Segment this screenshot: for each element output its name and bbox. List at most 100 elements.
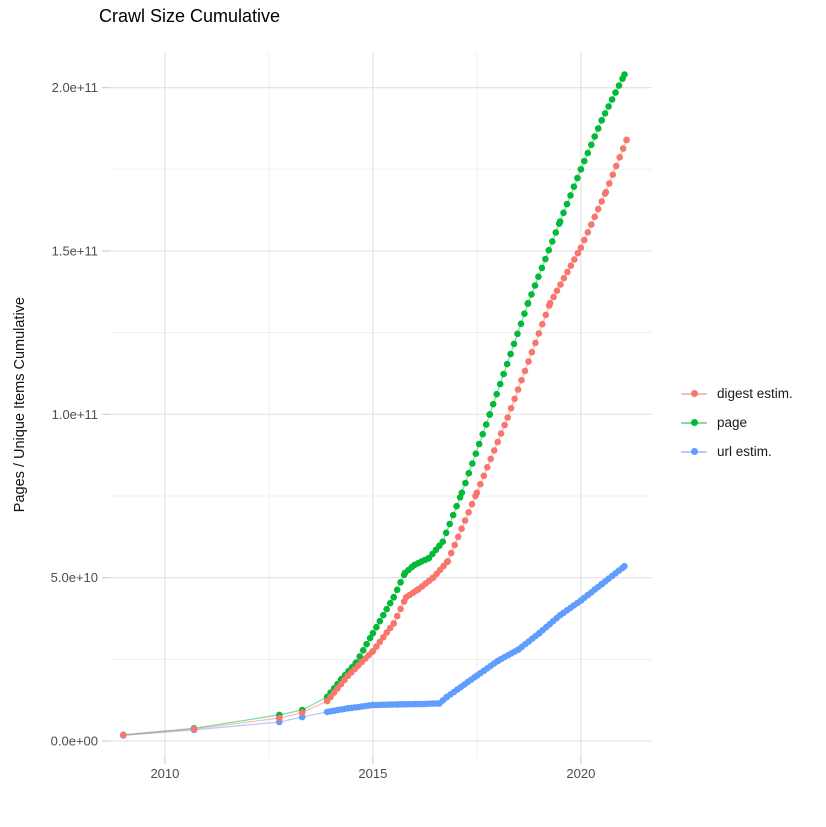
y-tick-label-1.0e+11: 1.0e+11 xyxy=(52,407,98,422)
legend-label: digest estim. xyxy=(717,386,793,401)
data-point xyxy=(545,246,553,254)
data-point xyxy=(458,489,466,497)
data-point xyxy=(447,549,455,557)
data-point xyxy=(490,447,498,454)
data-point xyxy=(465,509,472,516)
data-point xyxy=(581,157,588,165)
data-point xyxy=(564,268,571,276)
x-tick-label-2015: 2015 xyxy=(358,766,387,781)
series-page xyxy=(120,71,628,739)
data-point xyxy=(359,647,367,654)
data-point xyxy=(574,249,582,257)
data-point xyxy=(383,629,391,636)
data-point xyxy=(560,274,568,282)
data-point xyxy=(594,125,602,132)
data-point xyxy=(386,624,394,632)
axis-tick-marks xyxy=(102,87,582,764)
data-point xyxy=(190,725,198,733)
data-point xyxy=(532,339,539,347)
data-point xyxy=(606,180,613,187)
data-point xyxy=(386,599,394,607)
data-point xyxy=(615,82,623,89)
data-point xyxy=(616,154,623,161)
data-point xyxy=(489,400,497,408)
data-point xyxy=(557,281,564,288)
data-point xyxy=(120,731,127,739)
data-point xyxy=(535,273,542,281)
y-tick-label-1.5e+11: 1.5e+11 xyxy=(52,243,98,258)
data-point xyxy=(373,643,380,650)
data-point xyxy=(461,517,469,524)
data-point xyxy=(538,264,546,272)
data-point xyxy=(560,209,567,217)
data-point xyxy=(373,623,380,631)
data-point xyxy=(501,421,508,429)
data-point xyxy=(507,404,515,412)
data-point xyxy=(528,291,535,298)
data-point xyxy=(602,188,610,196)
legend: digest estim. page url estim. xyxy=(681,379,793,466)
data-point xyxy=(550,293,557,301)
data-point xyxy=(500,370,507,378)
data-point xyxy=(571,256,578,263)
legend-item-digest-estim: digest estim. xyxy=(681,379,793,408)
data-point xyxy=(511,395,518,403)
data-point xyxy=(521,310,528,318)
data-point xyxy=(454,533,462,541)
x-tick-label-2020: 2020 xyxy=(566,766,595,781)
data-point xyxy=(591,133,598,140)
data-point xyxy=(621,562,628,570)
data-point xyxy=(356,653,364,660)
data-point xyxy=(465,469,473,477)
x-tick-label-2010: 2010 xyxy=(150,766,179,781)
legend-key-icon xyxy=(681,387,707,401)
data-point xyxy=(524,299,532,307)
data-point xyxy=(601,110,609,117)
data-point xyxy=(449,511,457,519)
data-point xyxy=(539,320,546,328)
data-point xyxy=(608,96,616,103)
data-point xyxy=(549,238,556,245)
data-point xyxy=(567,262,575,270)
data-point xyxy=(563,200,571,208)
series-url-estim xyxy=(120,562,628,739)
series-digest-estim xyxy=(120,136,630,739)
data-point xyxy=(623,136,630,144)
data-point xyxy=(577,166,585,173)
data-point xyxy=(369,647,377,655)
data-point xyxy=(453,502,460,510)
legend-label: url estim. xyxy=(717,444,772,459)
data-point xyxy=(376,638,384,646)
data-point xyxy=(553,287,561,295)
data-point xyxy=(442,529,450,537)
data-point xyxy=(621,71,628,78)
data-point xyxy=(514,386,522,393)
data-point xyxy=(612,162,620,170)
data-point xyxy=(574,174,581,182)
data-point xyxy=(598,117,605,124)
data-point xyxy=(482,421,490,428)
data-point xyxy=(486,411,494,418)
chart-title: Crawl Size Cumulative xyxy=(99,6,281,26)
y-tick-label-2.0e+11: 2.0e+11 xyxy=(52,80,98,95)
data-point xyxy=(393,612,401,620)
data-point xyxy=(504,414,512,421)
data-point xyxy=(444,558,452,565)
data-point xyxy=(577,244,585,251)
legend-label: page xyxy=(717,415,748,430)
data-point xyxy=(552,229,560,236)
data-point xyxy=(567,192,574,199)
data-point xyxy=(446,520,454,528)
data-point xyxy=(484,464,491,471)
gridlines-major xyxy=(110,52,652,757)
data-point xyxy=(276,714,283,722)
data-point xyxy=(468,500,476,508)
data-point xyxy=(390,593,398,601)
data-point xyxy=(494,438,502,446)
data-point xyxy=(479,430,487,438)
data-point xyxy=(462,479,469,487)
data-point xyxy=(619,145,627,152)
data-point xyxy=(546,299,554,307)
data-point xyxy=(480,472,488,480)
